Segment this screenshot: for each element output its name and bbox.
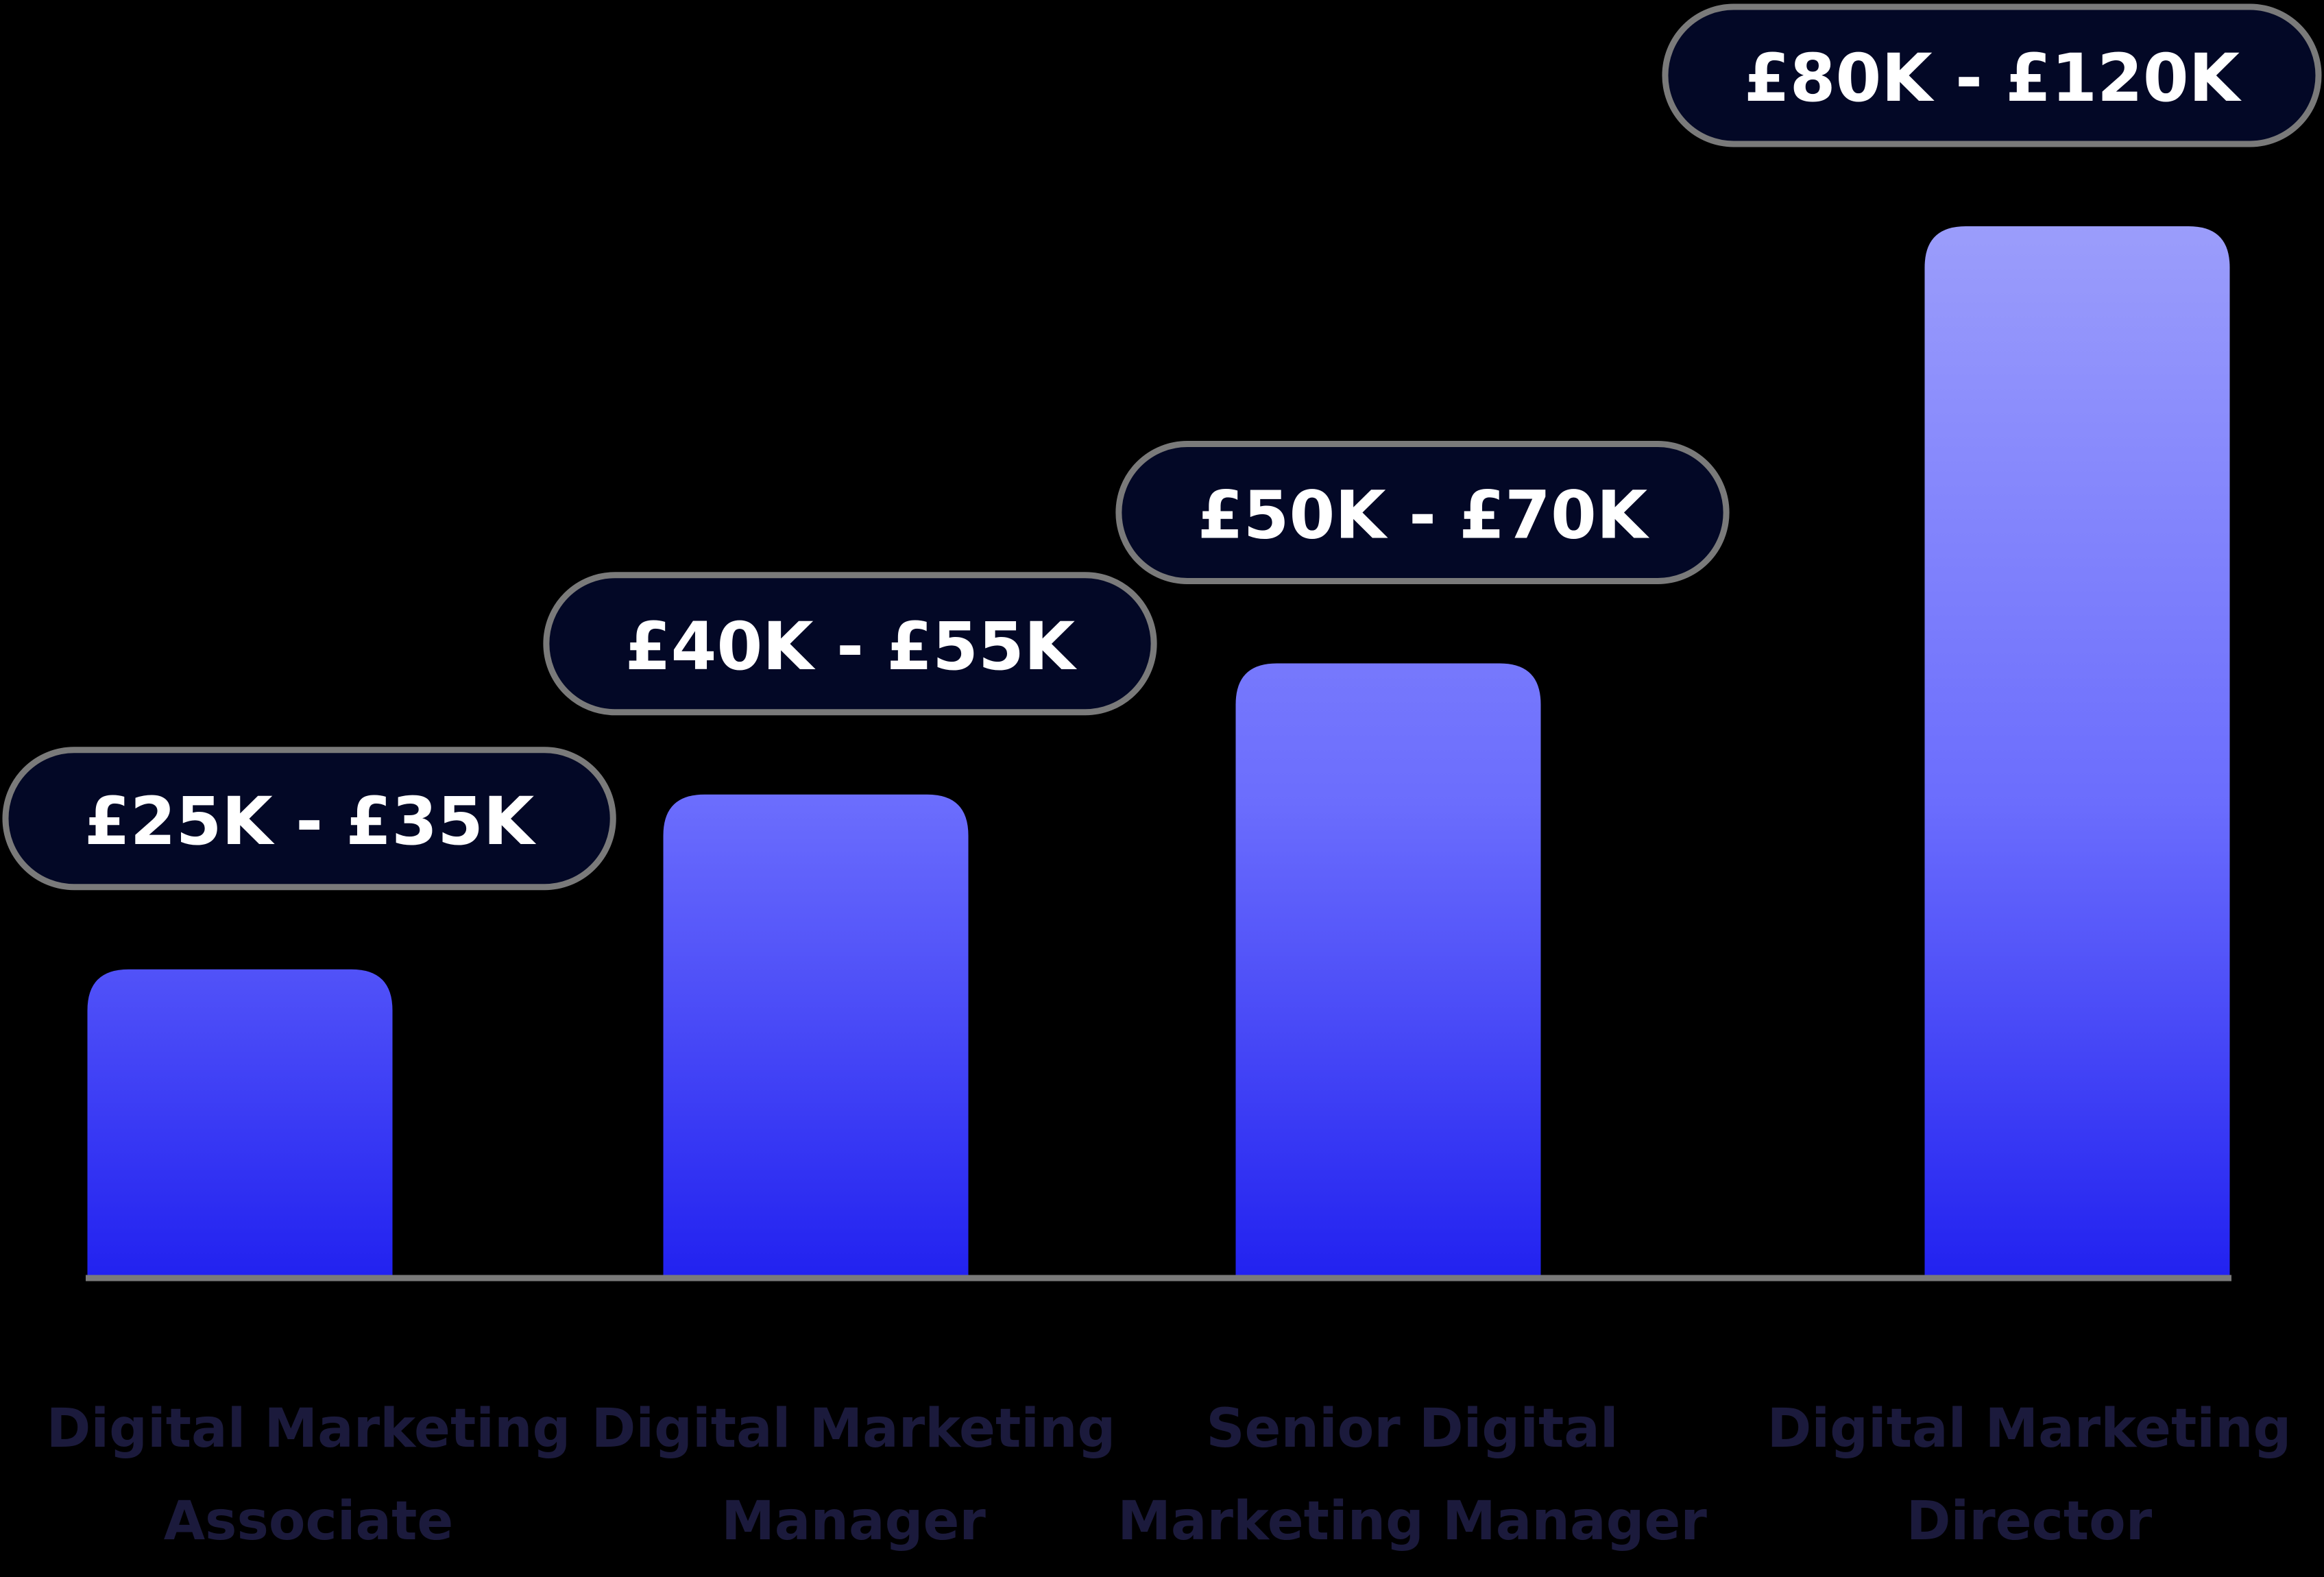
category-label-1-line-1: Digital Marketing [47, 1398, 571, 1460]
category-label-4-line-2: Director [1907, 1491, 2153, 1552]
bar-4 [1924, 226, 2230, 1275]
category-label-2-line-1: Digital Marketing [592, 1398, 1116, 1460]
data-label-pill-bg-3 [1115, 441, 1730, 584]
data-label-pill-1: £25K - £35K [2, 747, 616, 891]
category-label-2-line-2: Manager [721, 1491, 986, 1552]
data-label-pill-bg-4 [1662, 3, 2322, 147]
category-labels-layer: Digital Marketing Associate Digital Market… [47, 1398, 2292, 1552]
category-label-4-line-1: Digital Marketing [1767, 1398, 2292, 1460]
data-label-3: £50K - £70K [1198, 477, 1650, 554]
data-label-pill-bg-1 [2, 747, 616, 891]
data-label-1: £25K - £35K [84, 783, 537, 860]
data-label-4: £80K - £120K [1744, 40, 2242, 117]
category-label-3-line-1: Senior Digital [1206, 1398, 1618, 1460]
bar-3 [1235, 663, 1541, 1275]
bar-1 [87, 969, 393, 1275]
category-label-3-line-2: Marketing Manager [1117, 1491, 1707, 1552]
data-label-pill-3: £50K - £70K [1115, 441, 1730, 584]
data-label-pill-2: £40K - £55K [543, 572, 1157, 716]
data-labels-layer: £25K - £35K £40K - £55K £50K - £70K £80K - … [2, 3, 2322, 891]
bar-2 [663, 794, 969, 1275]
category-label-1-line-2: Associate [164, 1491, 454, 1552]
bars-layer [87, 226, 2230, 1275]
data-label-2: £40K - £55K [625, 608, 1078, 685]
data-label-pill-4: £80K - £120K [1662, 3, 2322, 147]
data-label-pill-bg-2 [543, 572, 1157, 716]
